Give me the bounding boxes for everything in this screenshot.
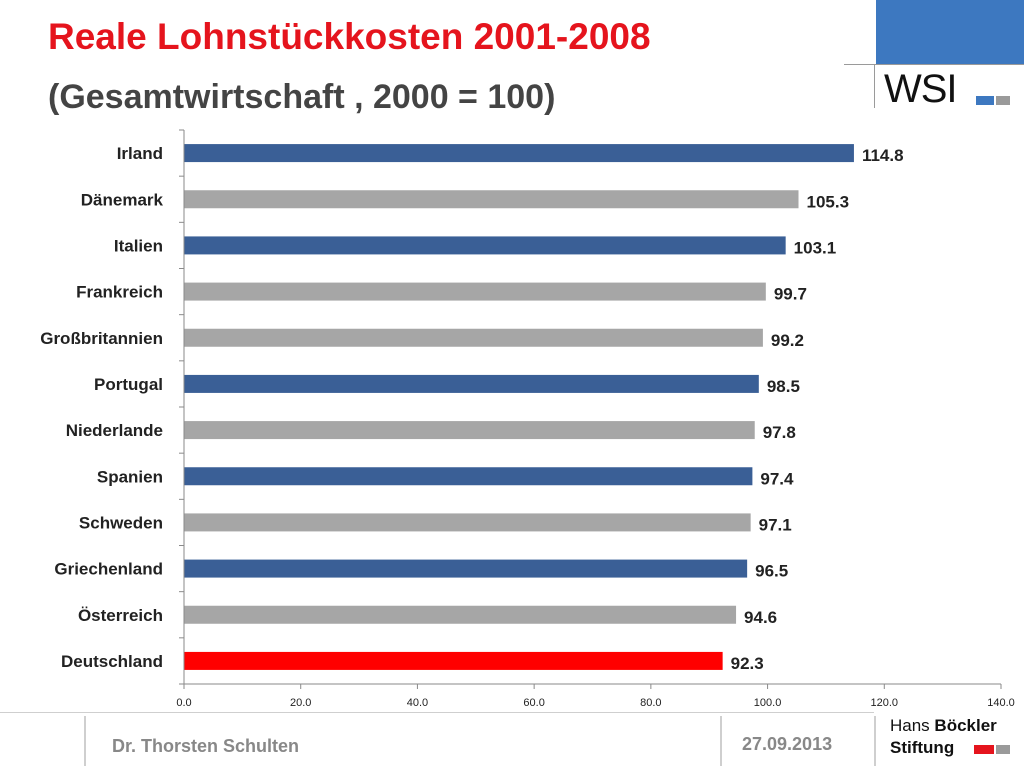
data-label: 97.4: [760, 469, 794, 488]
hbs-logo-gray-square: [996, 745, 1010, 754]
author-name: Dr. Thorsten Schulten: [112, 736, 300, 756]
data-label: 97.1: [759, 515, 792, 534]
bar: [184, 421, 755, 440]
hbs-logo-hans: Hans: [890, 716, 930, 735]
bar: [184, 144, 854, 163]
bar: [184, 605, 737, 624]
wsi-logo-gray-square: [996, 96, 1010, 105]
x-tick-label: 20.0: [290, 697, 311, 708]
bar: [184, 190, 799, 209]
data-label: 99.7: [774, 285, 807, 304]
slide-title: Reale Lohnstückkosten 2001-2008: [48, 16, 651, 57]
bar: [184, 559, 748, 578]
bar: [184, 236, 786, 255]
x-tick-label: 0.0: [176, 697, 191, 708]
bars-layer: [184, 144, 854, 670]
footer-left-divider: [84, 716, 86, 766]
bar: [184, 374, 759, 393]
footer-middle-divider: [720, 716, 722, 766]
slide-subtitle: (Gesamtwirtschaft , 2000 = 100): [48, 78, 556, 116]
category-label: Großbritannien: [40, 329, 163, 348]
data-label: 103.1: [794, 238, 837, 257]
category-label: Portugal: [94, 375, 163, 394]
hbs-logo-red-square: [974, 745, 994, 754]
bar-chart: Irland 114.8 Dänemark 105.3 Italien 103.1 Fran…: [40, 129, 1015, 708]
bar: [184, 513, 751, 532]
wsi-logo-text: WSI: [884, 67, 958, 111]
category-label: Frankreich: [76, 283, 163, 302]
category-label: Spanien: [97, 467, 163, 486]
bar: [184, 282, 766, 301]
presentation-date: 27.09.2013: [742, 734, 833, 754]
wsi-logo: WSI: [884, 66, 1024, 112]
x-tick-label: 40.0: [407, 697, 428, 708]
data-label: 94.6: [744, 608, 777, 627]
category-label: Griechenland: [54, 560, 163, 579]
header-divider: [844, 64, 1024, 65]
logo-divider: [874, 64, 875, 108]
category-label: Deutschland: [61, 652, 163, 671]
data-label: 99.2: [771, 331, 804, 350]
category-label: Schweden: [79, 513, 163, 532]
hbs-logo-stiftung: Stiftung: [890, 738, 955, 757]
corner-accent-block: [876, 0, 1024, 64]
data-label: 114.8: [862, 146, 904, 165]
x-tick-label: 100.0: [754, 697, 782, 708]
footer-right-divider: [874, 716, 876, 766]
category-label: Italien: [114, 236, 163, 255]
data-label: 97.8: [763, 423, 796, 442]
category-label: Irland: [117, 144, 163, 163]
bar: [184, 328, 763, 347]
data-label: 98.5: [767, 377, 800, 396]
x-tick-label: 120.0: [871, 697, 899, 708]
x-tick-label: 80.0: [640, 697, 661, 708]
hbs-logo-boeckler: Böckler: [934, 716, 997, 735]
wsi-logo-blue-square: [976, 96, 994, 105]
category-label: Dänemark: [81, 190, 164, 209]
category-label: Niederlande: [66, 421, 163, 440]
footer-divider: [0, 712, 874, 713]
category-label: Österreich: [78, 606, 163, 625]
data-label: 105.3: [807, 192, 850, 211]
hbs-logo-line1: Hans Böckler: [890, 716, 997, 736]
x-tick-label: 60.0: [523, 697, 544, 708]
data-label: 92.3: [731, 654, 764, 673]
x-tick-label: 140.0: [987, 697, 1015, 708]
bar: [184, 467, 753, 486]
labels-layer: Irland 114.8 Dänemark 105.3 Italien 103.1 Fran…: [40, 144, 903, 673]
axis-layer: 0.0 20.0 40.0 60.0 80.0 100.0 120.0 140.0: [176, 129, 1015, 708]
hans-boeckler-stiftung-logo: Hans Böckler Stiftung: [890, 716, 1020, 766]
bar: [184, 651, 723, 670]
data-label: 96.5: [755, 562, 788, 581]
